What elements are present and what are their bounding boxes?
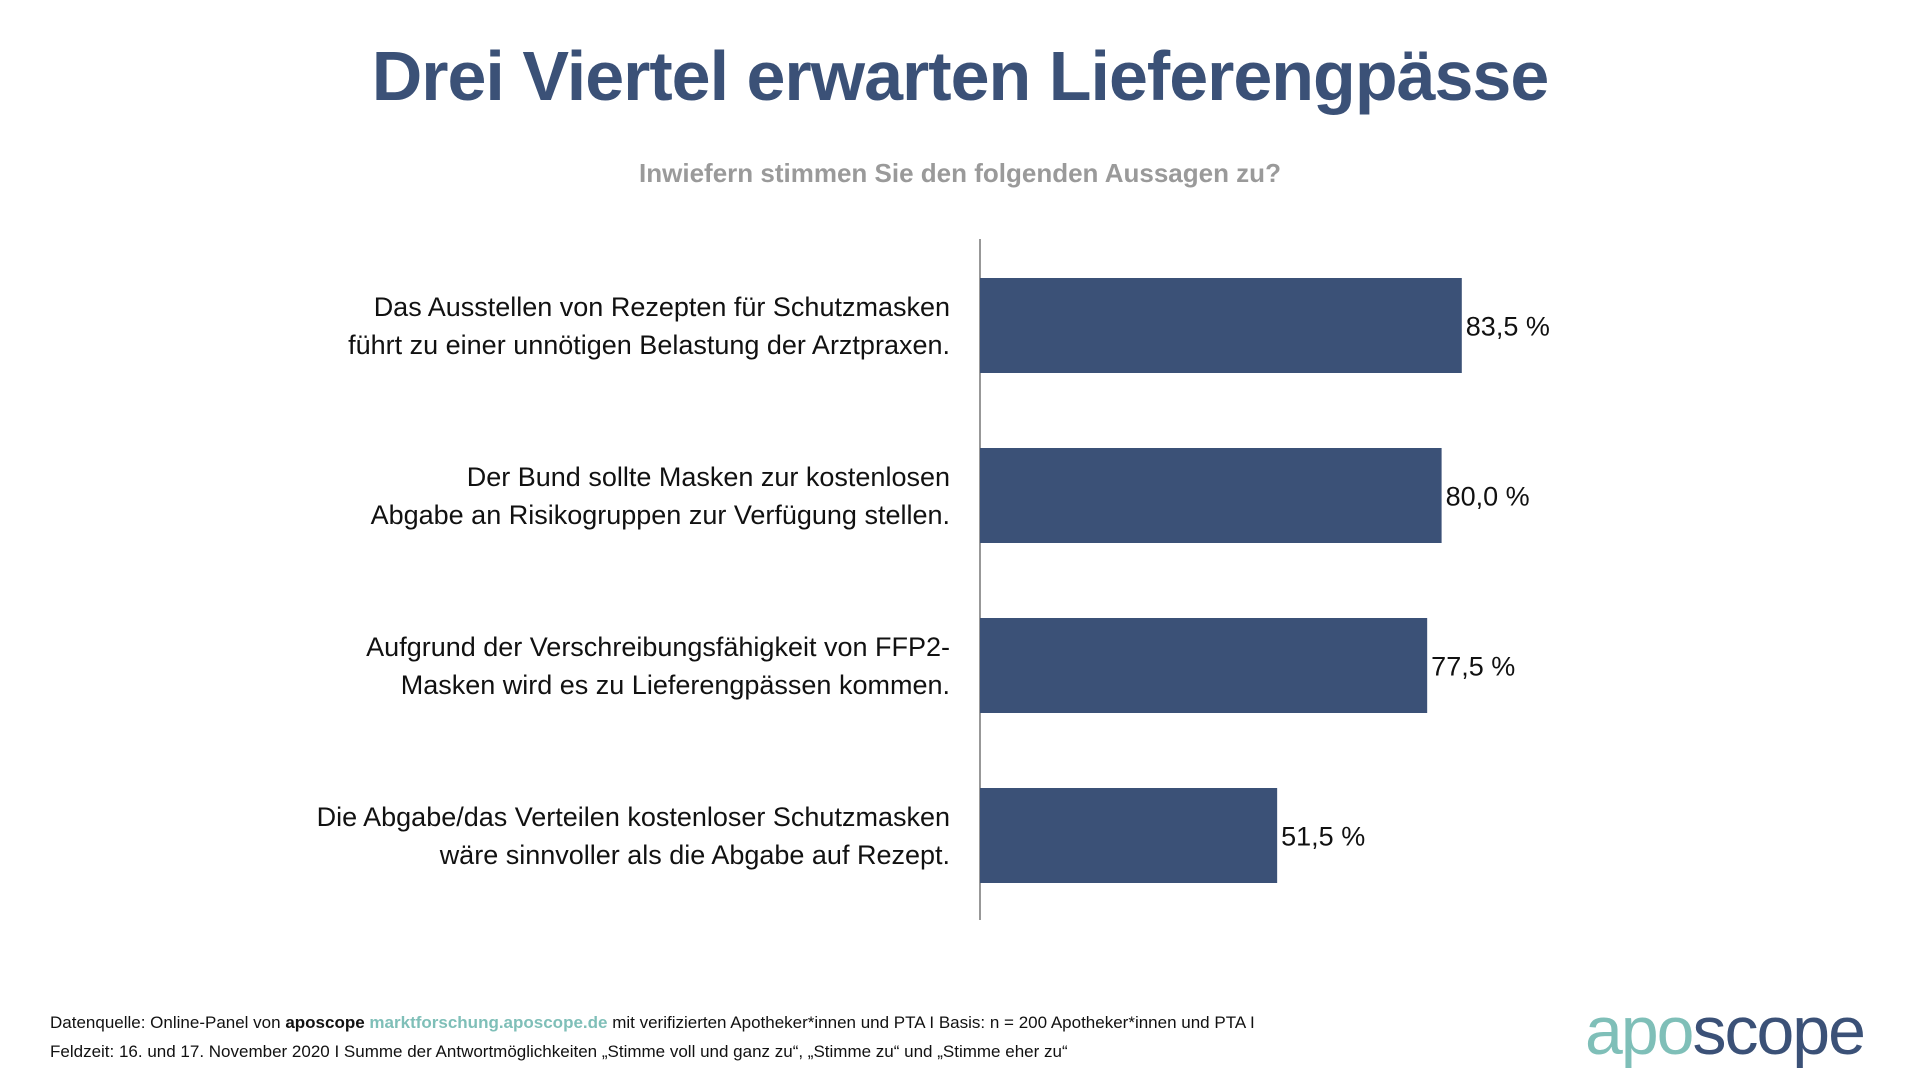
category-label: Der Bund sollte Masken zur kostenlosen Ab… — [250, 458, 950, 534]
category-label: Das Ausstellen von Rezepten für Schutzma… — [250, 288, 950, 364]
footer-link[interactable]: marktforschung.aposcope.de — [369, 1013, 608, 1032]
footer-line-1: Datenquelle: Online-Panel von aposcope m… — [50, 1008, 1255, 1037]
data-label: 77,5 % — [1431, 652, 1515, 682]
footer-line-2: Feldzeit: 16. und 17. November 2020 I Su… — [50, 1042, 1068, 1061]
category-label-line: Aufgrund der Verschreibungsfähigkeit von… — [366, 631, 950, 662]
category-label-line: Der Bund sollte Masken zur kostenlosen — [466, 461, 950, 492]
category-label-line: Das Ausstellen von Rezepten für Schutzma… — [373, 291, 950, 322]
footer-prefix: Datenquelle: Online-Panel von — [50, 1013, 286, 1032]
category-label: Die Abgabe/das Verteilen kostenloser Sch… — [250, 798, 950, 874]
category-label-line: Masken wird es zu Lieferengpässen kommen… — [400, 669, 950, 700]
category-label-line: Abgabe an Risikogruppen zur Verfügung st… — [370, 499, 950, 530]
footer-source: Datenquelle: Online-Panel von aposcope m… — [50, 1008, 1255, 1066]
bar — [980, 448, 1442, 543]
aposcope-logo: aposcope — [1585, 992, 1866, 1070]
bar — [980, 788, 1278, 883]
footer-brand: aposcope — [285, 1013, 365, 1032]
category-label-line: wäre sinnvoller als die Abgabe auf Rezep… — [439, 839, 950, 870]
logo-part-scope: scope — [1692, 993, 1865, 1069]
bar — [980, 618, 1428, 713]
category-label-line: führt zu einer unnötigen Belastung der A… — [348, 329, 950, 360]
data-label: 83,5 % — [1466, 312, 1550, 342]
category-label-line: Die Abgabe/das Verteilen kostenloser Sch… — [316, 801, 950, 832]
chart-subtitle: Inwiefern stimmen Sie den folgenden Auss… — [639, 158, 1281, 188]
footer-suffix: mit verifizierten Apotheker*innen und PT… — [607, 1013, 1255, 1032]
data-label: 51,5 % — [1281, 822, 1365, 852]
data-label: 80,0 % — [1446, 482, 1530, 512]
logo-part-apo: apo — [1585, 993, 1694, 1069]
category-label: Aufgrund der Verschreibungsfähigkeit von… — [250, 628, 950, 704]
page-title: Drei Viertel erwarten Lieferengpässe — [371, 37, 1550, 115]
bar — [980, 278, 1462, 373]
